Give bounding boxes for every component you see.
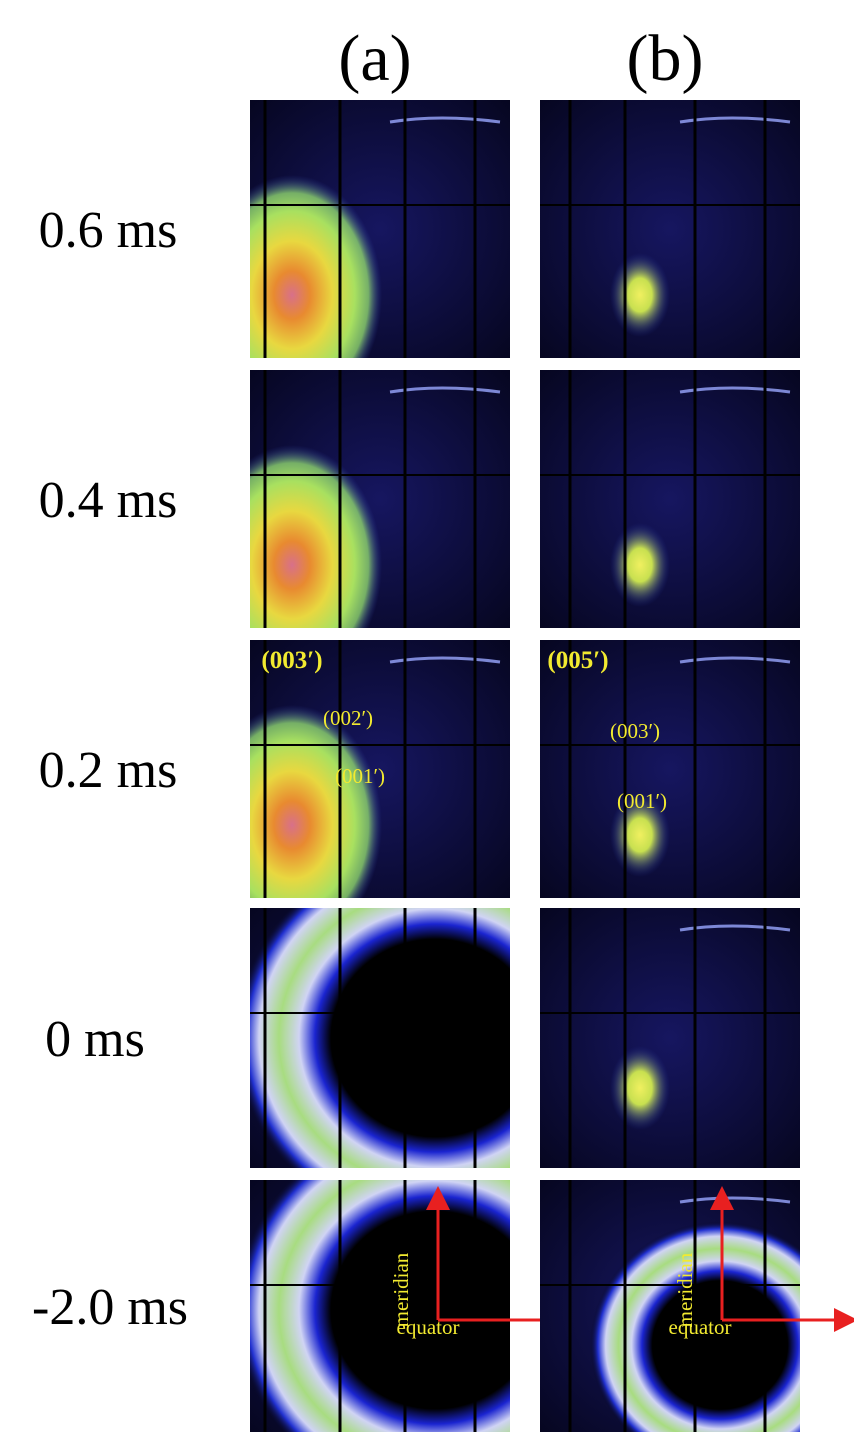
diffraction-panel <box>250 640 510 898</box>
panel-content <box>250 100 510 358</box>
reflection-label: (003′) <box>261 647 322 674</box>
panel-bg <box>540 908 800 1168</box>
column-label: (a) <box>338 22 411 95</box>
panel-content <box>540 908 800 1168</box>
meridional-arc <box>389 386 501 394</box>
reflection-label: (001′) <box>335 764 385 788</box>
meridional-arc <box>679 924 791 932</box>
equatorial-reflection <box>250 445 382 628</box>
diffraction-panel <box>540 908 800 1168</box>
panel-bg <box>540 640 800 898</box>
diffraction-panel <box>540 100 800 358</box>
diffraction-panel <box>250 100 510 358</box>
diffraction-panel <box>540 370 800 628</box>
meridional-arc <box>679 386 791 394</box>
reflection-label: (005′) <box>547 647 608 674</box>
reflection-label: meridian <box>389 1252 413 1327</box>
reflection-label: (002′) <box>323 706 373 730</box>
meridional-arc <box>389 656 501 664</box>
panel-bg <box>540 370 800 628</box>
panel-content <box>250 370 510 628</box>
panel-content <box>250 908 510 1168</box>
scattering-ring <box>250 908 510 1168</box>
diffraction-panel <box>250 1180 510 1432</box>
panel-content <box>540 100 800 358</box>
diffraction-panel <box>250 908 510 1168</box>
equatorial-reflection <box>250 175 382 358</box>
panel-content <box>250 1180 510 1432</box>
equatorial-reflection <box>250 705 382 898</box>
panel-content <box>540 640 800 898</box>
equatorial-reflection <box>610 253 670 337</box>
reflection-label: equator <box>669 1315 732 1339</box>
scattering-ring <box>250 1180 510 1432</box>
reflection-label: meridian <box>673 1252 697 1327</box>
reflection-label: (001′) <box>617 789 667 813</box>
meridional-arc <box>389 116 501 124</box>
diffraction-panel <box>540 640 800 898</box>
equatorial-reflection <box>610 1046 670 1130</box>
meridional-arc <box>679 656 791 664</box>
reflection-label: equator <box>397 1315 460 1339</box>
equatorial-reflection <box>610 523 670 607</box>
row-label: 0.4 ms <box>39 472 178 529</box>
panel-content <box>540 1180 800 1432</box>
row-label: 0 ms <box>45 1011 145 1068</box>
reflection-label: (003′) <box>610 719 660 743</box>
row-label: -2.0 ms <box>32 1279 188 1336</box>
row-label: 0.6 ms <box>39 202 178 259</box>
panel-content <box>250 640 510 898</box>
panel-content <box>540 370 800 628</box>
column-label: (b) <box>627 22 704 95</box>
diffraction-panel <box>540 1180 800 1432</box>
panel-bg <box>540 100 800 358</box>
diffraction-panel <box>250 370 510 628</box>
meridional-arc <box>679 116 791 124</box>
row-label: 0.2 ms <box>39 742 178 799</box>
